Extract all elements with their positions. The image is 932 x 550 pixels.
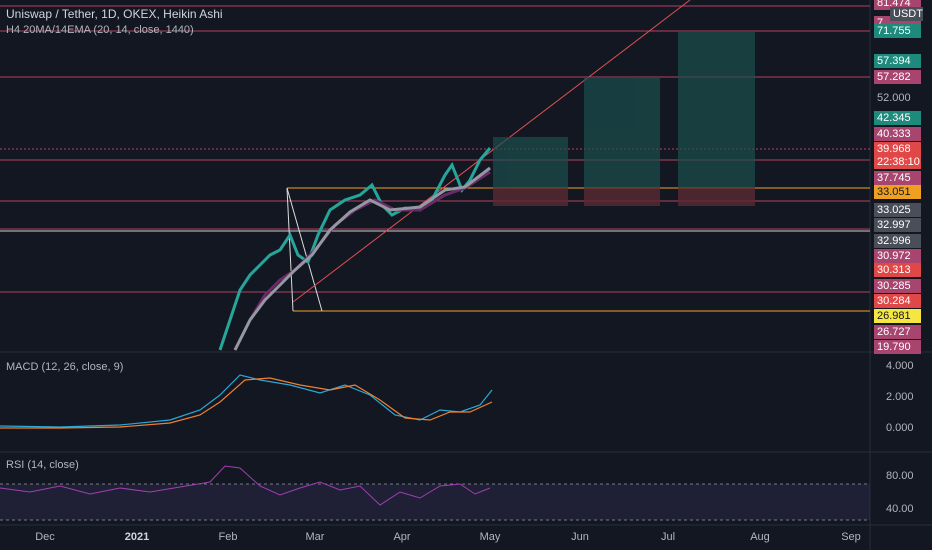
time-axis-label: Jul: [660, 531, 676, 543]
time-axis-label: Sep: [841, 531, 861, 543]
price-label: 57.282: [874, 70, 921, 84]
rsi-axis-label: 80.00: [886, 470, 914, 482]
time-axis-label: 2021: [124, 531, 150, 543]
price-label: 52.000: [877, 92, 911, 104]
indicator-legend: H4 20MA/14EMA (20, 14, close, 1440): [6, 24, 194, 36]
time-axis-label: Aug: [750, 531, 770, 543]
time-axis-label: Dec: [35, 531, 55, 543]
price-label: 33.051: [874, 185, 921, 199]
currency-label[interactable]: USDT: [890, 7, 923, 21]
price-label: 32.996: [874, 234, 921, 248]
symbol-title: Uniswap / Tether, 1D, OKEX, Heikin Ashi: [6, 7, 223, 21]
macd-axis-label: 0.000: [886, 422, 914, 434]
time-axis-label: Feb: [218, 531, 238, 543]
price-label: 33.025: [874, 203, 921, 217]
rsi-title: RSI (14, close): [6, 459, 79, 471]
price-label: 26.981: [874, 309, 921, 323]
rsi-axis-label: 40.00: [886, 503, 914, 515]
time-axis-label: Jun: [571, 531, 589, 543]
time-axis-label: Mar: [305, 531, 325, 543]
price-label: 81.474: [874, 0, 921, 10]
price-label: 57.394: [874, 54, 921, 68]
price-label: 26.727: [874, 325, 921, 339]
price-label: 22:38:10: [874, 155, 921, 169]
price-label: 37.745: [874, 171, 921, 185]
price-label: 30.285: [874, 279, 921, 293]
price-label: 42.345: [874, 111, 921, 125]
price-label: 32.997: [874, 218, 921, 232]
price-label: 71.755: [874, 24, 921, 38]
macd-axis-label: 4.000: [886, 360, 914, 372]
price-label: 30.284: [874, 294, 921, 308]
price-label: 30.972: [874, 249, 921, 263]
price-label: 39.968: [874, 142, 921, 156]
macd-axis-label: 2.000: [886, 391, 914, 403]
time-axis-label: Apr: [393, 531, 411, 543]
price-label: 40.333: [874, 127, 921, 141]
macd-title: MACD (12, 26, close, 9): [6, 361, 124, 373]
time-axis-label: May: [479, 531, 501, 543]
price-label: 30.313: [874, 263, 921, 277]
price-label: 19.790: [874, 340, 921, 354]
